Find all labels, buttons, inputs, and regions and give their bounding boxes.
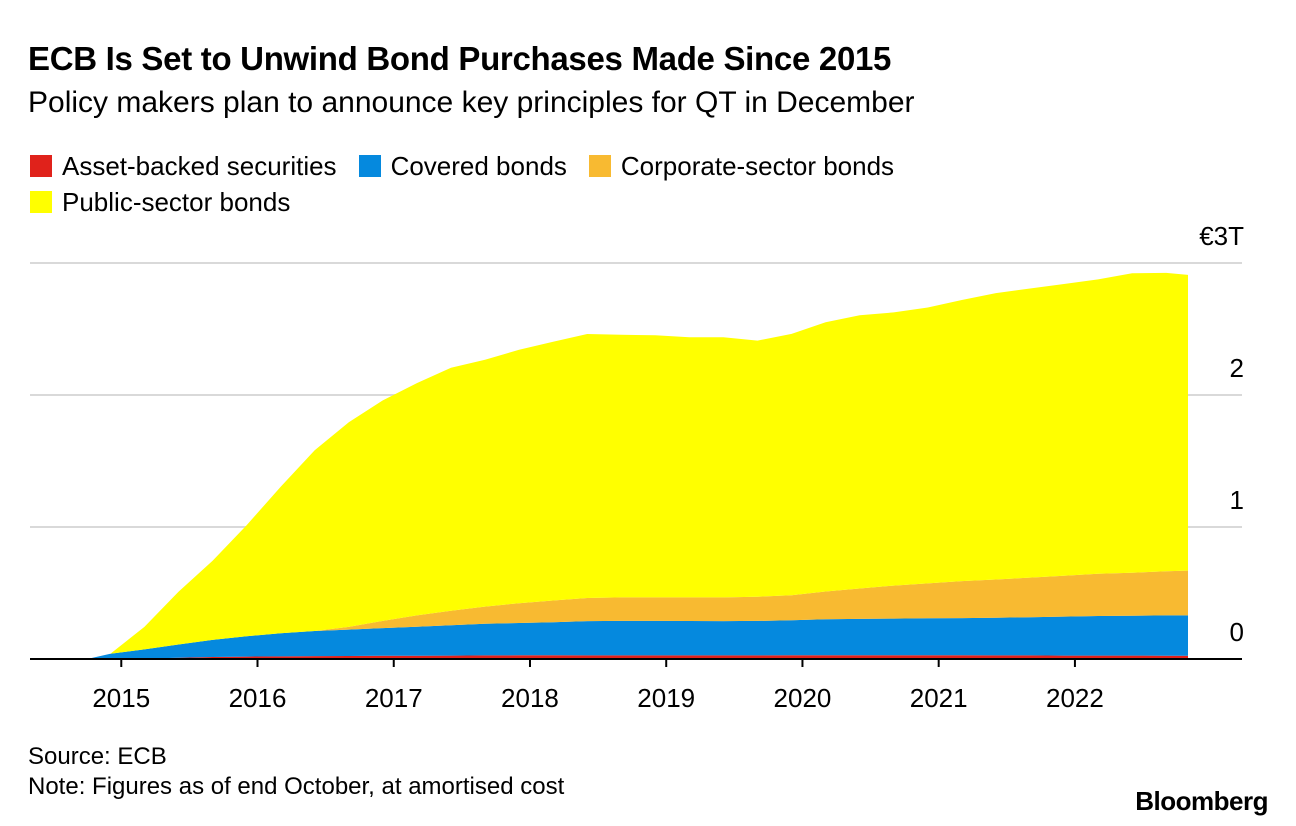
y-tick-label: 0	[1230, 617, 1244, 647]
x-tick-label: 2021	[910, 683, 968, 713]
x-tick-label: 2022	[1046, 683, 1104, 713]
x-tick-label: 2016	[229, 683, 287, 713]
legend-swatch	[30, 155, 52, 177]
legend-label: Corporate-sector bonds	[620, 150, 895, 181]
legend-row: Public-sector bonds	[30, 184, 1030, 220]
area-series-2	[87, 615, 1189, 659]
legend-label: Public-sector bonds	[62, 186, 291, 217]
bloomberg-logo: Bloomberg	[1135, 786, 1268, 816]
x-tick-label: 2019	[637, 683, 695, 713]
source-text: Source: ECB	[28, 743, 167, 770]
x-tick-label: 2015	[92, 683, 150, 713]
area-series-4	[87, 272, 1189, 659]
legend-item-asset-backed: Asset-backed securities	[30, 151, 337, 182]
y-tick-label: 1	[1230, 485, 1244, 515]
legend-item-corporate: Corporate-sector bonds	[588, 150, 895, 182]
chart-subtitle: Policy makers plan to announce key princ…	[28, 86, 915, 119]
legend-swatch	[588, 155, 611, 177]
legend: Asset-backed securities Covered bonds Co…	[30, 148, 1030, 220]
legend-label: Covered bonds	[390, 150, 567, 181]
x-tick-label: 2017	[365, 683, 423, 713]
chart-title: ECB Is Set to Unwind Bond Purchases Made…	[28, 40, 892, 77]
source-notes: Source: ECB Note: Figures as of end Octo…	[28, 742, 564, 802]
legend-item-covered: Covered bonds	[358, 150, 567, 182]
legend-row: Asset-backed securities Covered bonds Co…	[30, 148, 1030, 184]
legend-swatch	[358, 155, 381, 177]
legend-label: Asset-backed securities	[62, 150, 337, 181]
y-tick-label: €3T	[1199, 221, 1244, 251]
x-tick-label: 2020	[774, 683, 832, 713]
legend-swatch	[30, 191, 52, 213]
area-series-3	[87, 570, 1189, 659]
legend-item-public: Public-sector bonds	[30, 187, 290, 218]
y-tick-label: 2	[1230, 353, 1244, 383]
note-text: Note: Figures as of end October, at amor…	[28, 773, 565, 800]
x-tick-label: 2018	[501, 683, 559, 713]
